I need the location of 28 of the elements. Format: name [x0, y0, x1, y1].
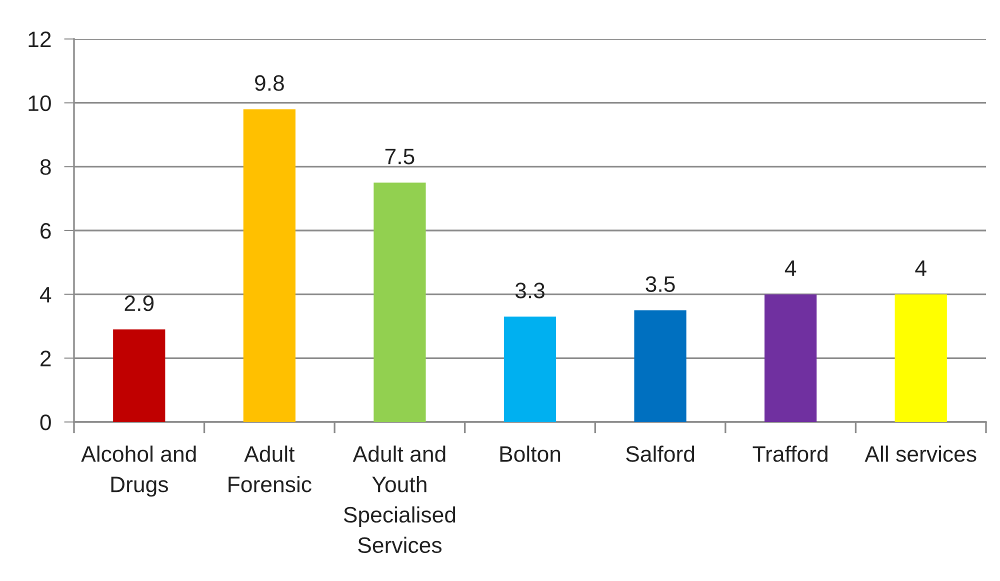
data-label: 2.9: [124, 295, 154, 312]
y-tick-label: 12: [28, 32, 51, 48]
bar: [243, 109, 296, 422]
x-tick-label: Alcohol and Drugs: [81, 446, 196, 497]
bar: [113, 329, 166, 422]
bar: [374, 182, 426, 422]
y-tick-label: 10: [28, 95, 51, 112]
y-tick-label: 4: [40, 287, 52, 302]
data-label: 4: [915, 260, 926, 276]
x-tick-label: Salford: [626, 446, 694, 462]
y-tick-label: 2: [40, 350, 51, 366]
bar: [504, 316, 556, 422]
data-label: 9.8: [255, 75, 284, 91]
data-label: 7.5: [385, 148, 414, 164]
data-label: 3.5: [646, 276, 675, 292]
y-tick-label: 6: [40, 223, 51, 239]
data-label: 3.3: [515, 282, 544, 298]
x-tick-label: Bolton: [500, 446, 560, 462]
bar: [634, 310, 686, 422]
x-tick-label: Adult and Youth Specialised Services: [344, 446, 456, 554]
bar: [894, 294, 947, 422]
data-label: 4: [784, 260, 796, 276]
x-tick-label: Adult Forensic: [228, 446, 312, 492]
x-tick-label: All services: [864, 446, 976, 462]
x-tick-label: Trafford: [752, 446, 828, 462]
bar: [764, 294, 817, 422]
y-tick-label: 8: [40, 159, 51, 175]
y-tick-label: 0: [40, 414, 51, 430]
